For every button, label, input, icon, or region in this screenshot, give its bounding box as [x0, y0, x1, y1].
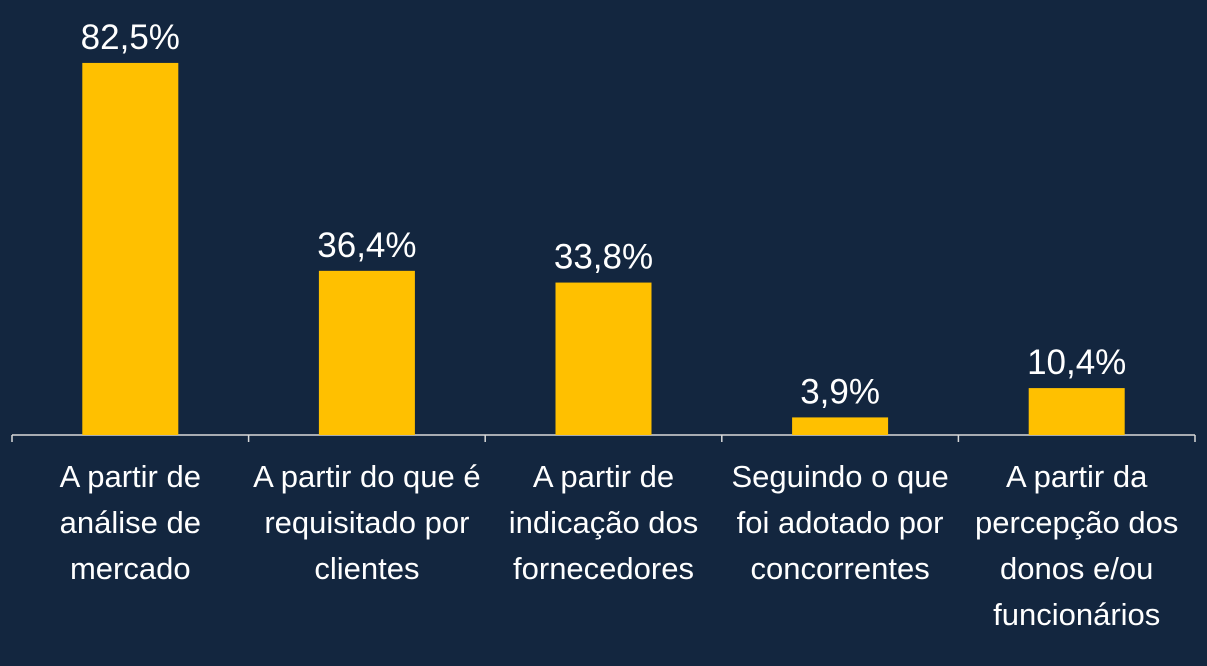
bar: [792, 417, 889, 435]
x-tick-label: A partir de análise de mercado: [59, 459, 201, 586]
value-label: 33,8%: [554, 238, 653, 277]
value-label: 82,5%: [81, 18, 180, 57]
bar: [1028, 388, 1125, 435]
bar: [555, 282, 652, 435]
x-tick-label: A partir de indicação dos fornecedores: [508, 459, 699, 586]
bar: [82, 62, 179, 436]
value-label: 10,4%: [1027, 343, 1126, 382]
value-label: 3,9%: [800, 372, 880, 411]
bar: [318, 270, 415, 435]
x-tick-label: A partir do que é requisitado por client…: [253, 459, 481, 586]
x-tick-label: A partir da percepção dos donos e/ou fun…: [975, 459, 1179, 632]
value-label: 36,4%: [317, 226, 416, 265]
x-tick-label: Seguindo o que foi adotado por concorren…: [731, 459, 949, 586]
